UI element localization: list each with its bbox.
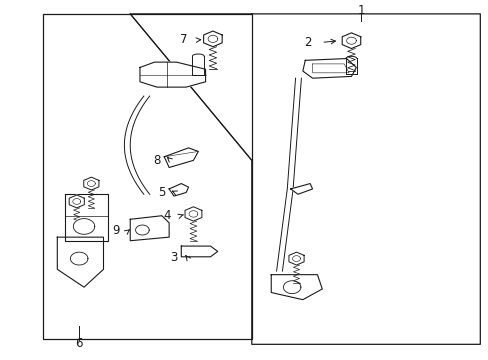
Polygon shape [73, 219, 95, 234]
Polygon shape [342, 33, 360, 49]
Polygon shape [181, 246, 217, 257]
Text: 8: 8 [153, 154, 161, 167]
Polygon shape [302, 59, 356, 78]
Polygon shape [283, 281, 300, 294]
Polygon shape [83, 177, 99, 190]
Text: 5: 5 [158, 186, 165, 199]
Text: 4: 4 [163, 209, 170, 222]
Polygon shape [130, 216, 169, 241]
Polygon shape [271, 275, 322, 300]
Text: 2: 2 [304, 36, 311, 49]
Text: 7: 7 [180, 33, 187, 46]
Text: 6: 6 [75, 337, 83, 350]
Polygon shape [169, 184, 188, 196]
Text: 3: 3 [170, 251, 177, 264]
Polygon shape [164, 148, 198, 167]
Polygon shape [135, 225, 149, 235]
Polygon shape [70, 252, 88, 265]
Polygon shape [57, 237, 103, 287]
Text: 9: 9 [112, 224, 119, 237]
Text: 1: 1 [357, 4, 364, 17]
Polygon shape [64, 194, 108, 241]
Polygon shape [184, 207, 202, 221]
Polygon shape [288, 252, 304, 265]
Polygon shape [203, 31, 222, 47]
Polygon shape [290, 184, 312, 194]
Polygon shape [69, 195, 84, 208]
Polygon shape [140, 62, 205, 87]
